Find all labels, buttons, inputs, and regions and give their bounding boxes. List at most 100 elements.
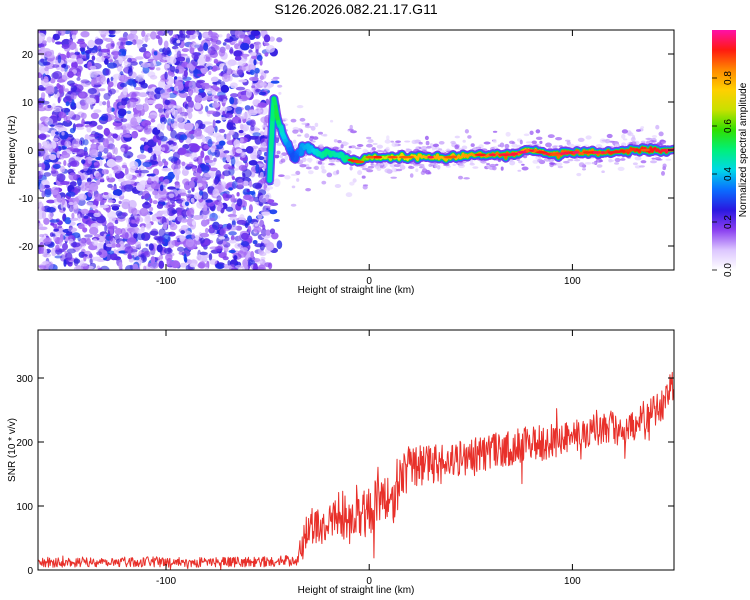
haze-blob xyxy=(531,140,537,145)
noise-blob xyxy=(69,217,79,221)
noise-blob xyxy=(150,31,157,40)
noise-blob xyxy=(209,259,218,265)
noise-blob xyxy=(239,250,244,254)
noise-blob xyxy=(153,153,157,161)
spectrogram-noise xyxy=(38,30,283,270)
haze-blob xyxy=(350,130,357,134)
colorbar-tick-label: 0.2 xyxy=(723,215,734,229)
noise-blob xyxy=(160,117,167,125)
haze-blob xyxy=(636,129,641,132)
noise-blob xyxy=(118,45,125,50)
noise-blob xyxy=(55,244,60,251)
noise-blob xyxy=(218,34,223,38)
noise-blob xyxy=(254,67,260,74)
trace-knot xyxy=(635,148,641,152)
noise-blob xyxy=(61,152,71,159)
noise-blob xyxy=(249,52,257,56)
noise-blob xyxy=(201,165,210,173)
haze-blob xyxy=(301,157,307,163)
noise-blob xyxy=(45,85,55,95)
noise-blob xyxy=(141,103,149,113)
noise-blob xyxy=(169,65,176,73)
noise-blob xyxy=(165,64,170,69)
noise-blob xyxy=(276,150,281,155)
noise-blob xyxy=(81,253,88,258)
noise-blob xyxy=(150,118,156,123)
noise-blob xyxy=(256,54,263,62)
haze-blob xyxy=(308,159,312,163)
noise-blob xyxy=(53,86,58,95)
noise-blob xyxy=(249,76,259,82)
noise-blob xyxy=(138,47,147,53)
noise-blob xyxy=(216,205,222,212)
trace-knot xyxy=(583,151,590,154)
noise-blob xyxy=(215,120,221,124)
noise-blob xyxy=(115,44,120,53)
noise-blob xyxy=(154,237,165,241)
noise-blob xyxy=(90,112,99,120)
noise-blob xyxy=(135,56,144,60)
noise-blob xyxy=(166,257,173,267)
haze-blob xyxy=(305,166,312,170)
haze-blob xyxy=(330,119,334,123)
noise-blob xyxy=(209,167,218,172)
noise-blob xyxy=(62,243,68,251)
noise-blob xyxy=(226,223,232,230)
noise-blob xyxy=(232,208,237,215)
noise-blob xyxy=(190,152,198,161)
noise-blob xyxy=(214,149,220,158)
haze-blob xyxy=(415,168,419,172)
noise-blob xyxy=(92,238,98,247)
haze-blob xyxy=(623,138,628,141)
noise-blob xyxy=(198,261,206,269)
noise-blob xyxy=(241,168,252,178)
snr-xlabel: Height of straight line (km) xyxy=(298,585,415,596)
noise-blob xyxy=(263,70,269,74)
haze-blob xyxy=(312,136,319,140)
noise-blob xyxy=(266,241,275,251)
noise-blob xyxy=(91,78,95,87)
noise-blob xyxy=(212,221,220,230)
noise-blob xyxy=(38,142,42,150)
noise-blob xyxy=(186,207,195,217)
noise-blob xyxy=(274,154,280,159)
noise-blob xyxy=(77,235,81,242)
noise-blob xyxy=(264,52,269,57)
haze-blob xyxy=(337,140,342,144)
noise-blob xyxy=(269,209,278,215)
haze-blob xyxy=(601,170,605,173)
noise-blob xyxy=(265,229,271,236)
noise-blob xyxy=(66,59,77,63)
haze-blob xyxy=(452,163,457,166)
noise-blob xyxy=(263,42,270,47)
noise-blob xyxy=(118,261,123,270)
noise-blob xyxy=(127,57,132,63)
haze-blob xyxy=(367,165,375,169)
snr-panel: -100 0 100 0 100 200 300 Height of straight li… xyxy=(7,329,675,596)
noise-blob xyxy=(136,126,142,130)
noise-blob xyxy=(105,38,113,42)
noise-blob xyxy=(183,70,188,78)
noise-blob xyxy=(109,253,118,261)
haze-blob xyxy=(411,139,418,145)
noise-blob xyxy=(230,93,239,98)
noise-blob xyxy=(208,49,216,54)
noise-blob xyxy=(249,69,255,76)
noise-blob xyxy=(109,228,114,237)
haze-blob xyxy=(309,136,314,142)
snr-frame xyxy=(37,329,675,571)
noise-blob xyxy=(130,30,138,36)
noise-blob xyxy=(114,220,119,224)
noise-blob xyxy=(255,88,261,93)
haze-blob xyxy=(463,177,470,180)
haze-blob xyxy=(518,160,523,164)
noise-blob xyxy=(83,256,87,262)
noise-blob xyxy=(57,146,66,151)
noise-blob xyxy=(61,63,67,68)
noise-blob xyxy=(174,183,181,189)
noise-blob xyxy=(60,67,65,72)
noise-blob xyxy=(91,55,96,61)
noise-blob xyxy=(138,92,148,98)
noise-blob xyxy=(241,145,245,150)
